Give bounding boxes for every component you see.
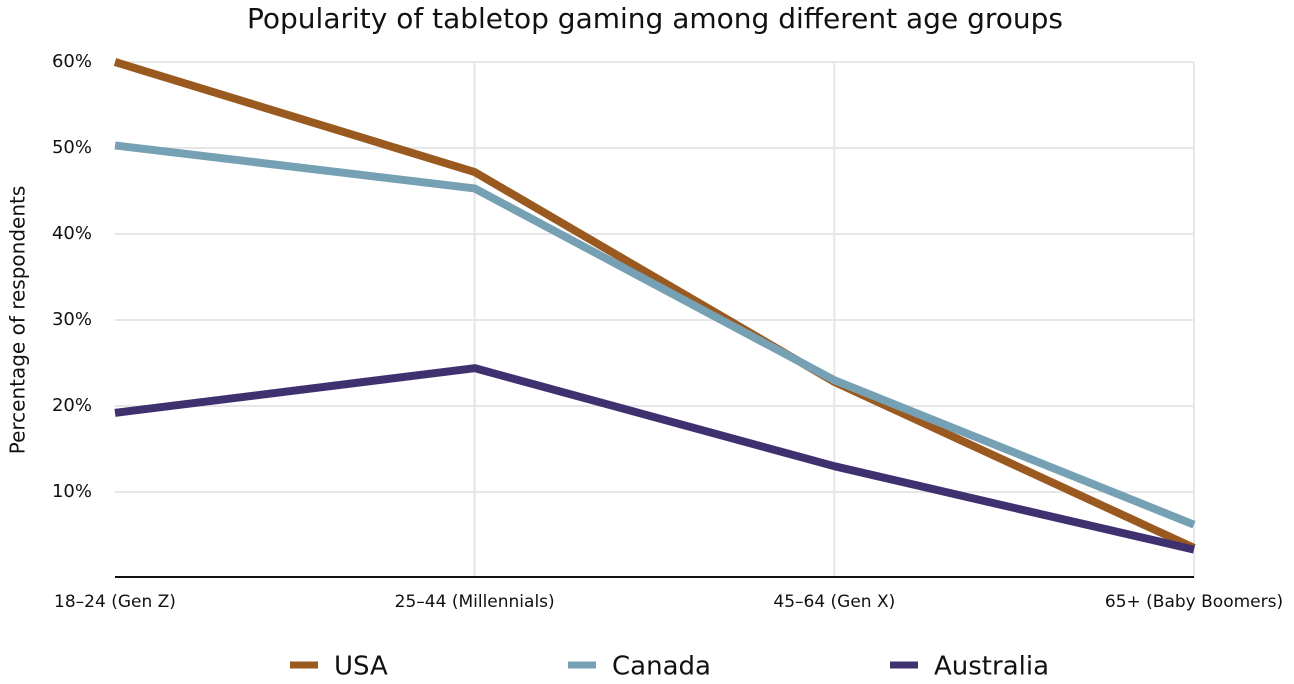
y-axis-label: Percentage of respondents [6,186,30,455]
legend-label: Australia [934,652,1049,682]
y-tick-label: 40% [52,223,92,244]
y-tick-label: 50% [52,137,92,158]
x-tick-label: 25–44 (Millennials) [395,592,555,612]
data-line [114,141,1196,529]
x-tick-label: 18–24 (Gen Z) [54,592,176,612]
legend-label: USA [334,652,388,682]
y-tick-label: 20% [52,395,92,416]
y-tick-label: 30% [52,309,92,330]
data-line [113,58,1196,552]
legend-label: Canada [612,652,711,682]
grid [115,61,1195,578]
chart-title: Popularity of tabletop gaming among diff… [247,2,1063,35]
y-tick-label: 60% [52,51,92,72]
data-line [114,364,1195,554]
y-tick-label: 10% [52,481,92,502]
x-tick-label: 45–64 (Gen X) [773,592,895,612]
x-tick-label: 65+ (Baby Boomers) [1105,592,1283,612]
